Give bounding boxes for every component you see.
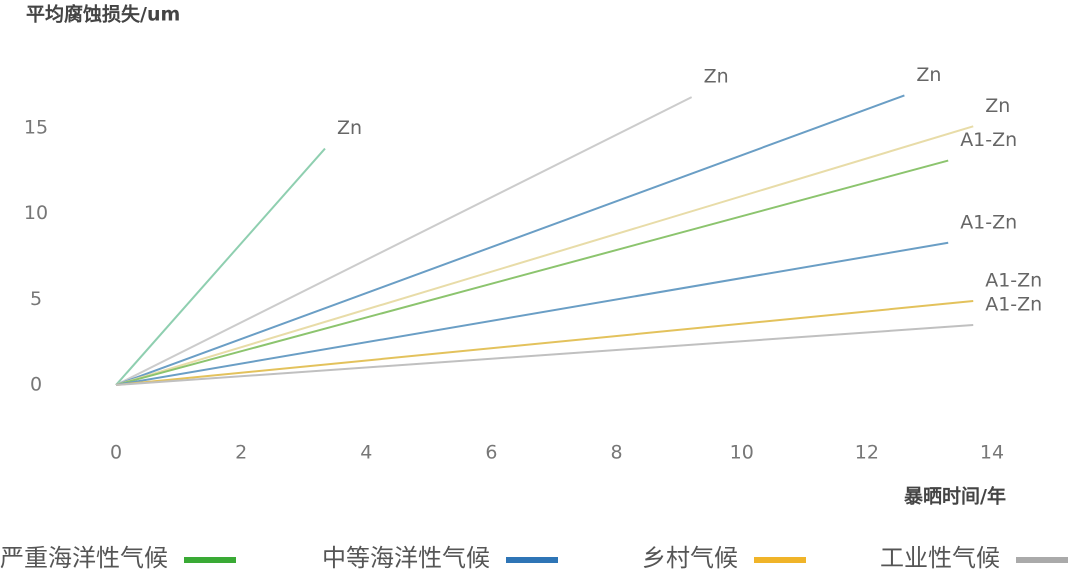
x-tick-label: 8 <box>611 442 623 464</box>
line <box>115 159 949 386</box>
line <box>115 241 949 386</box>
x-tick-label: 0 <box>110 442 122 464</box>
x-axis-title: 暴晒时间/年 <box>904 485 1006 508</box>
line <box>115 125 974 386</box>
line-label: A1-Zn <box>960 129 1017 151</box>
legend-label: 工业性气候 <box>880 544 1000 572</box>
legend-swatch <box>754 557 806 563</box>
x-tick-label: 4 <box>360 442 372 464</box>
line <box>115 324 974 386</box>
line <box>115 96 693 386</box>
line-label: Zn <box>337 117 362 139</box>
x-tick-label: 2 <box>235 442 247 464</box>
line <box>115 300 974 386</box>
line <box>115 147 326 386</box>
legend-swatch <box>184 557 236 563</box>
x-tick-label: 14 <box>980 442 1004 464</box>
x-tick-label: 6 <box>485 442 497 464</box>
line <box>115 94 905 386</box>
legend-swatch <box>506 557 558 563</box>
legend-label: 中等海洋性气候 <box>322 544 490 572</box>
line-label: A1-Zn <box>985 294 1042 316</box>
y-tick-label: 10 <box>24 202 48 224</box>
line-label: Zn <box>704 66 729 88</box>
line-label: Zn <box>916 64 941 86</box>
y-axis-title: 平均腐蚀损失/um <box>26 3 180 26</box>
legend-label: 严重海洋性气候 <box>0 544 168 572</box>
y-tick-label: 5 <box>30 288 42 310</box>
x-tick-label: 12 <box>855 442 879 464</box>
y-tick-label: 0 <box>30 374 42 396</box>
line-label: A1-Zn <box>960 211 1017 233</box>
legend-label: 乡村气候 <box>642 544 738 572</box>
line-label: Zn <box>985 95 1010 117</box>
line-label: A1-Zn <box>985 270 1042 292</box>
legend-swatch <box>1016 557 1068 563</box>
y-tick-label: 15 <box>24 117 48 139</box>
x-tick-label: 10 <box>730 442 754 464</box>
